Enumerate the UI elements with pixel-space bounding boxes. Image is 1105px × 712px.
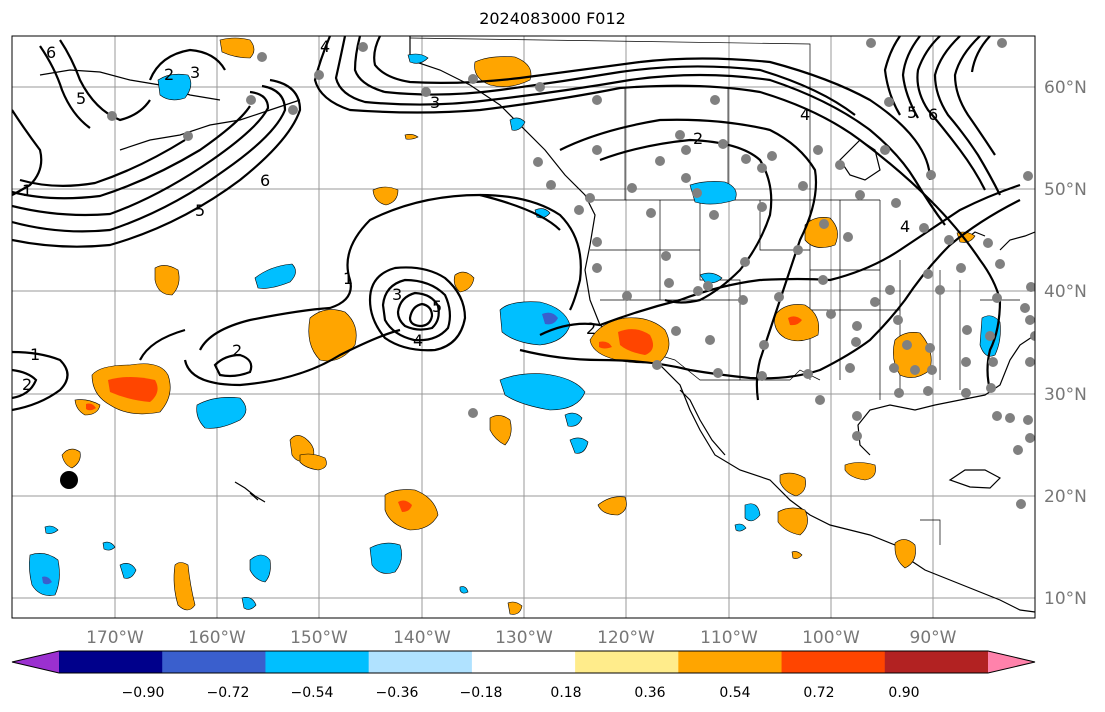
lon-label: 120°W — [597, 628, 655, 648]
lat-label: 60°N — [1044, 78, 1087, 98]
colorbar-tick-label: −0.36 — [376, 685, 419, 701]
lat-label: 20°N — [1044, 487, 1087, 507]
storm-marker — [60, 471, 78, 489]
colorbar-outline — [11, 650, 1036, 674]
contour-label: 4 — [413, 331, 423, 350]
contour-label: 2 — [586, 319, 596, 338]
contour-label: 4 — [800, 105, 810, 124]
negative-anomaly-patches — [29, 53, 1001, 610]
latitude-labels: 60°N 50°N 40°N 30°N 20°N 10°N — [1044, 78, 1087, 609]
contour-label-group: 6 5 4 3 2 1 1 2 3 4 5 2 2 3 4 5 6 1 2 4 … — [22, 37, 938, 394]
contour-label: 2 — [232, 341, 242, 360]
colorbar-segment — [162, 651, 266, 673]
contour-label: 3 — [430, 93, 440, 112]
contour-label: 4 — [320, 37, 330, 56]
lon-label: 110°W — [700, 628, 758, 648]
contour-label: 5 — [432, 297, 442, 316]
contour-label: 6 — [260, 171, 270, 190]
contour-label: 1 — [343, 269, 353, 288]
lat-label: 10°N — [1044, 589, 1087, 609]
contour-label: 5 — [76, 89, 86, 108]
colorbar-segment — [265, 651, 370, 673]
contour-label: 2 — [693, 129, 703, 148]
colorbar-segment — [781, 651, 886, 673]
lat-label: 50°N — [1044, 180, 1087, 200]
lon-label: 90°W — [910, 628, 957, 648]
contour-label: 4 — [900, 217, 910, 236]
contour-label: 6 — [928, 105, 938, 124]
colorbar-extend-high — [988, 651, 1035, 673]
colorbar — [11, 650, 1036, 674]
colorbar-tick-label: −0.72 — [207, 685, 250, 701]
colorbar-tick-label: 0.36 — [634, 685, 665, 701]
contour-label: 1 — [22, 181, 32, 200]
colorbar-tick-label: −0.90 — [122, 685, 165, 701]
colorbar-tick-label: −0.54 — [291, 685, 334, 701]
colorbar-segment — [368, 651, 473, 673]
colorbar-extend-low — [12, 651, 59, 673]
contour-label: 3 — [190, 63, 200, 82]
lon-label: 140°W — [393, 628, 451, 648]
colorbar-segment — [471, 651, 576, 673]
colorbar-segment — [59, 651, 163, 673]
colorbar-tick-label: 0.18 — [550, 685, 581, 701]
contour-label: 2 — [22, 375, 32, 394]
lon-label: 170°W — [86, 628, 144, 648]
lat-label: 30°N — [1044, 385, 1087, 405]
strong-negative-anomaly-patches — [42, 312, 558, 585]
colorbar-tick-label: −0.18 — [460, 685, 503, 701]
colorbar-tick-label: 0.72 — [803, 685, 834, 701]
contour-label: 2 — [164, 65, 174, 84]
colorbar-segment — [884, 651, 989, 673]
lon-label: 100°W — [802, 628, 860, 648]
strong-positive-anomaly-patches — [86, 316, 802, 512]
contour-label: 1 — [30, 345, 40, 364]
colorbar-tick-label: 0.90 — [888, 685, 919, 701]
colorbar-segment — [678, 651, 783, 673]
lon-label: 150°W — [290, 628, 348, 648]
lon-label: 160°W — [188, 628, 246, 648]
contour-label: 6 — [46, 43, 56, 62]
lat-label: 40°N — [1044, 282, 1087, 302]
map-title: 2024083000 F012 — [479, 9, 626, 28]
contour-lines — [12, 36, 1021, 412]
station-dots — [107, 38, 1035, 509]
map-frame — [11, 35, 1036, 619]
colorbar-tick-label: 0.54 — [719, 685, 750, 701]
longitude-labels: 170°W 160°W 150°W 140°W 130°W 120°W 110°… — [86, 628, 957, 648]
lon-label: 130°W — [495, 628, 553, 648]
contour-label: 3 — [392, 285, 402, 304]
colorbar-tick-labels: −0.90 −0.72 −0.54 −0.36 −0.18 0.18 0.36 … — [122, 685, 920, 701]
contour-label: 5 — [195, 201, 205, 220]
colorbar-segment — [575, 651, 679, 673]
contour-label: 5 — [907, 103, 917, 122]
